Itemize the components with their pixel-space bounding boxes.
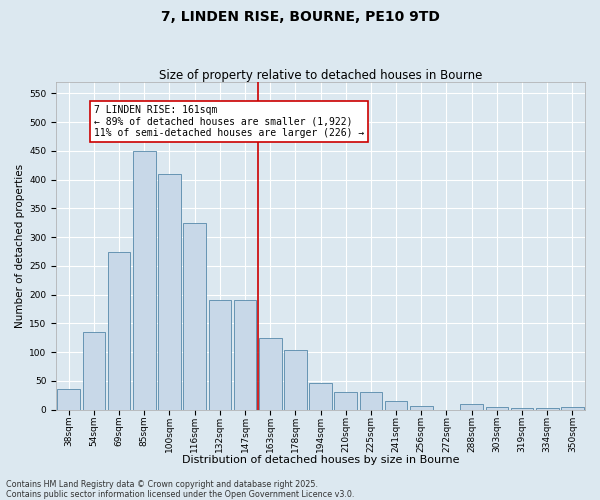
Bar	[158, 174, 181, 410]
Text: 7, LINDEN RISE, BOURNE, PE10 9TD: 7, LINDEN RISE, BOURNE, PE10 9TD	[161, 10, 439, 24]
Bar	[233, 300, 256, 410]
Bar	[485, 406, 508, 410]
Bar	[561, 406, 584, 410]
Bar	[334, 392, 357, 409]
Bar	[209, 300, 231, 410]
Bar	[410, 406, 433, 409]
Bar	[83, 332, 105, 409]
Bar	[536, 408, 559, 410]
Bar	[259, 338, 281, 409]
Text: 7 LINDEN RISE: 161sqm
← 89% of detached houses are smaller (1,922)
11% of semi-d: 7 LINDEN RISE: 161sqm ← 89% of detached …	[94, 105, 364, 138]
Bar	[385, 401, 407, 409]
Title: Size of property relative to detached houses in Bourne: Size of property relative to detached ho…	[159, 69, 482, 82]
Bar	[133, 151, 155, 409]
Bar	[184, 223, 206, 410]
X-axis label: Distribution of detached houses by size in Bourne: Distribution of detached houses by size …	[182, 455, 460, 465]
Y-axis label: Number of detached properties: Number of detached properties	[15, 164, 25, 328]
Bar	[284, 350, 307, 410]
Bar	[460, 404, 483, 409]
Bar	[108, 252, 130, 410]
Bar	[309, 383, 332, 409]
Bar	[511, 408, 533, 410]
Bar	[359, 392, 382, 409]
Text: Contains HM Land Registry data © Crown copyright and database right 2025.
Contai: Contains HM Land Registry data © Crown c…	[6, 480, 355, 499]
Bar	[58, 390, 80, 409]
